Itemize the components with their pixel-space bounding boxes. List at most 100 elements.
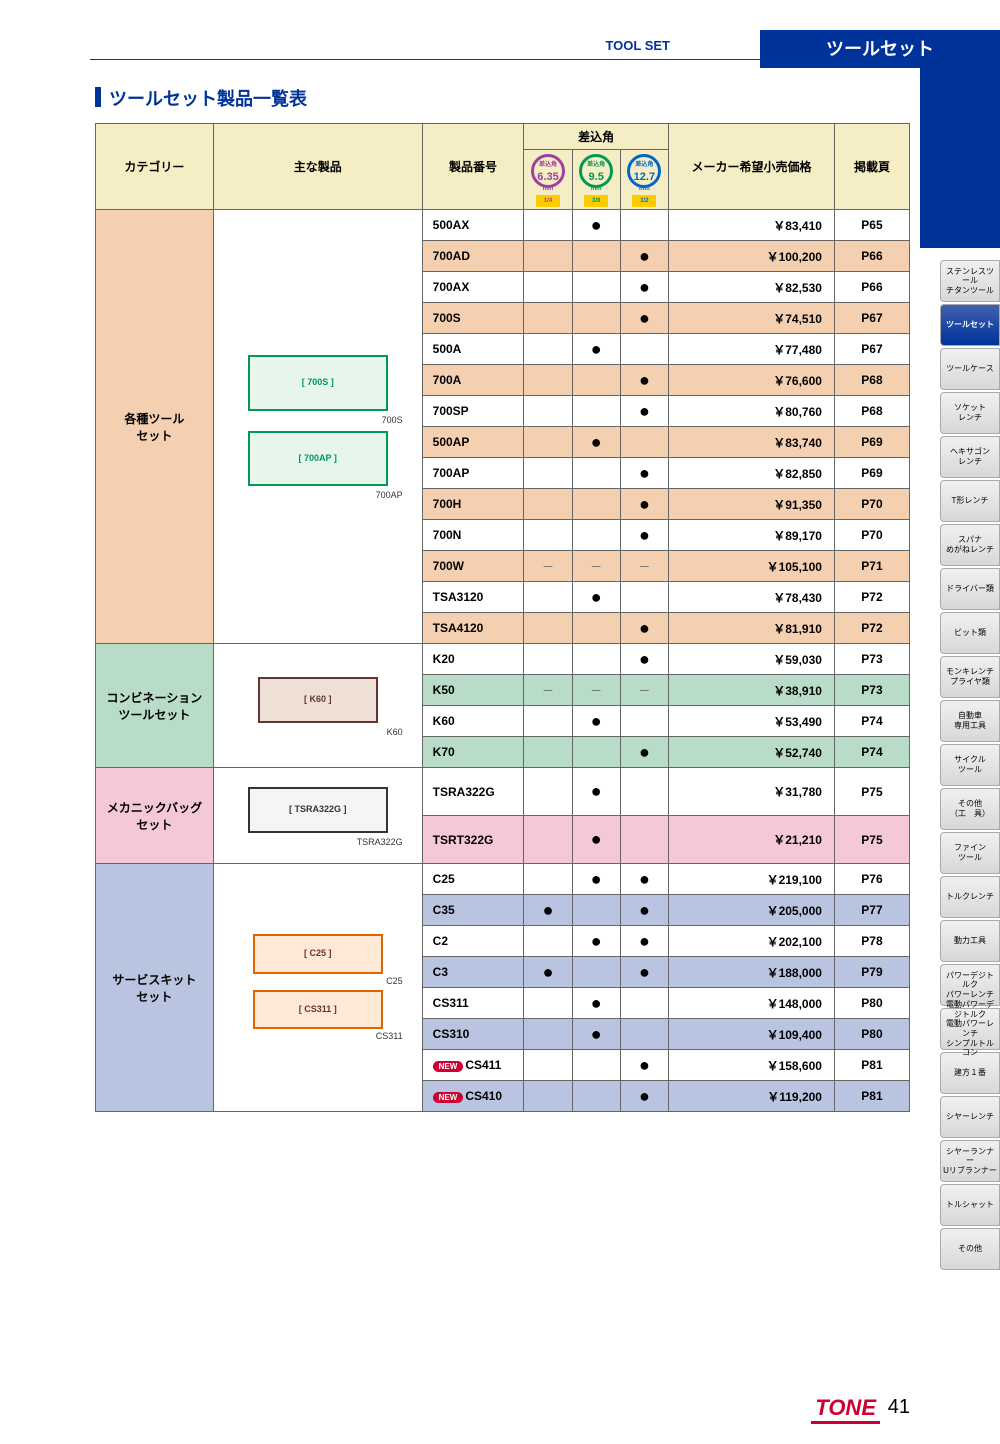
side-tab[interactable]: モンキレンチプライヤ類 — [940, 656, 1000, 698]
side-tab[interactable]: 建方１番 — [940, 1052, 1000, 1094]
page-ref[interactable]: P78 — [834, 926, 909, 957]
th-partno: 製品番号 — [422, 124, 524, 210]
new-badge: NEW — [433, 1061, 464, 1072]
price: ￥219,100 — [668, 864, 834, 895]
drive-mark: － — [620, 675, 668, 706]
side-tab[interactable]: ビット類 — [940, 612, 1000, 654]
drive-mark — [524, 365, 572, 396]
side-tab[interactable]: スパナめがねレンチ — [940, 524, 1000, 566]
page-ref[interactable]: P74 — [834, 737, 909, 768]
drive-mark — [524, 396, 572, 427]
side-tab[interactable]: ソケットレンチ — [940, 392, 1000, 434]
product-image-cell: [ TSRA322G ]TSRA322G — [213, 768, 422, 864]
page-ref[interactable]: P75 — [834, 768, 909, 816]
part-number: NEWCS411 — [422, 1050, 524, 1081]
page-ref[interactable]: P66 — [834, 241, 909, 272]
page-ref[interactable]: P71 — [834, 551, 909, 582]
table-row: メカニックバッグセット[ TSRA322G ]TSRA322GTSRA322G●… — [96, 768, 910, 816]
page-ref[interactable]: P73 — [834, 675, 909, 706]
part-number: TSRT322G — [422, 816, 524, 864]
side-tab[interactable]: ステンレスツールチタンツール — [940, 260, 1000, 302]
side-tab[interactable]: その他 — [940, 1228, 1000, 1270]
drive-mark — [524, 582, 572, 613]
page-ref[interactable]: P80 — [834, 1019, 909, 1050]
side-tab[interactable]: トルクレンチ — [940, 876, 1000, 918]
page-ref[interactable]: P69 — [834, 427, 909, 458]
drive-mark: ● — [620, 520, 668, 551]
price: ￥105,100 — [668, 551, 834, 582]
drive-mark: － — [572, 551, 620, 582]
header-en: TOOL SET — [605, 38, 670, 53]
drive-mark: ● — [572, 864, 620, 895]
drive-mark: ● — [620, 864, 668, 895]
side-tab[interactable]: その他（工 具） — [940, 788, 1000, 830]
category-cell: サービスキットセット — [96, 864, 214, 1112]
side-tab[interactable]: サイクルツール — [940, 744, 1000, 786]
page-ref[interactable]: P70 — [834, 520, 909, 551]
page-ref[interactable]: P77 — [834, 895, 909, 926]
part-number: 500AX — [422, 210, 524, 241]
page-ref[interactable]: P75 — [834, 816, 909, 864]
part-number: CS311 — [422, 988, 524, 1019]
page-ref[interactable]: P72 — [834, 582, 909, 613]
price: ￥158,600 — [668, 1050, 834, 1081]
drive-mark — [572, 737, 620, 768]
side-tab[interactable]: シヤーレンチ — [940, 1096, 1000, 1138]
side-tab[interactable]: T形レンチ — [940, 480, 1000, 522]
page-ref[interactable]: P67 — [834, 303, 909, 334]
page-ref[interactable]: P68 — [834, 396, 909, 427]
drive-mark — [572, 241, 620, 272]
page-number: 41 — [888, 1396, 910, 1419]
product-image-cell: [ 700S ]700S[ 700AP ]700AP — [213, 210, 422, 644]
page-ref[interactable]: P70 — [834, 489, 909, 520]
page-ref[interactable]: P67 — [834, 334, 909, 365]
page-ref[interactable]: P66 — [834, 272, 909, 303]
drive-mark: ● — [572, 768, 620, 816]
price: ￥89,170 — [668, 520, 834, 551]
price: ￥78,430 — [668, 582, 834, 613]
page-ref[interactable]: P73 — [834, 644, 909, 675]
drive-mark: － — [524, 675, 572, 706]
drive-mark — [572, 365, 620, 396]
side-tab[interactable]: ドライバー類 — [940, 568, 1000, 610]
price: ￥100,200 — [668, 241, 834, 272]
part-number: TSA4120 — [422, 613, 524, 644]
side-tab[interactable]: 動力工具 — [940, 920, 1000, 962]
page-ref[interactable]: P72 — [834, 613, 909, 644]
side-tab[interactable]: ツールケース — [940, 348, 1000, 390]
side-tab[interactable]: ファインツール — [940, 832, 1000, 874]
side-tab[interactable]: 電動パワーデジトルク電動パワーレンチシンプルトルコン — [940, 1008, 1000, 1050]
product-image-cell: [ C25 ]C25[ CS311 ]CS311 — [213, 864, 422, 1112]
page-ref[interactable]: P65 — [834, 210, 909, 241]
page-ref[interactable]: P81 — [834, 1081, 909, 1112]
drive-mark — [620, 1019, 668, 1050]
drive-mark — [572, 396, 620, 427]
drive-mark: ● — [620, 644, 668, 675]
price: ￥205,000 — [668, 895, 834, 926]
page-ref[interactable]: P81 — [834, 1050, 909, 1081]
drive-mark — [572, 458, 620, 489]
side-tab[interactable]: 自動車専用工具 — [940, 700, 1000, 742]
category-cell: 各種ツールセット — [96, 210, 214, 644]
blue-sidebar — [920, 68, 1000, 248]
product-image-cell: [ K60 ]K60 — [213, 644, 422, 768]
page-ref[interactable]: P68 — [834, 365, 909, 396]
page-ref[interactable]: P79 — [834, 957, 909, 988]
side-tab[interactable]: トルシャット — [940, 1184, 1000, 1226]
side-tab[interactable]: ヘキサゴンレンチ — [940, 436, 1000, 478]
drive-mark — [524, 613, 572, 644]
part-number: CS310 — [422, 1019, 524, 1050]
page-ref[interactable]: P69 — [834, 458, 909, 489]
side-tab[interactable]: シヤーランナーUリブランナー — [940, 1140, 1000, 1182]
price: ￥21,210 — [668, 816, 834, 864]
side-tab[interactable]: ツールセット — [940, 304, 1000, 346]
part-number: TSRA322G — [422, 768, 524, 816]
page-ref[interactable]: P76 — [834, 864, 909, 895]
brand-logo: TONE — [811, 1395, 880, 1424]
drive-mark — [620, 582, 668, 613]
drive-mark: ● — [524, 957, 572, 988]
drive-mark — [524, 334, 572, 365]
page-ref[interactable]: P80 — [834, 988, 909, 1019]
drive-mark — [524, 816, 572, 864]
page-ref[interactable]: P74 — [834, 706, 909, 737]
